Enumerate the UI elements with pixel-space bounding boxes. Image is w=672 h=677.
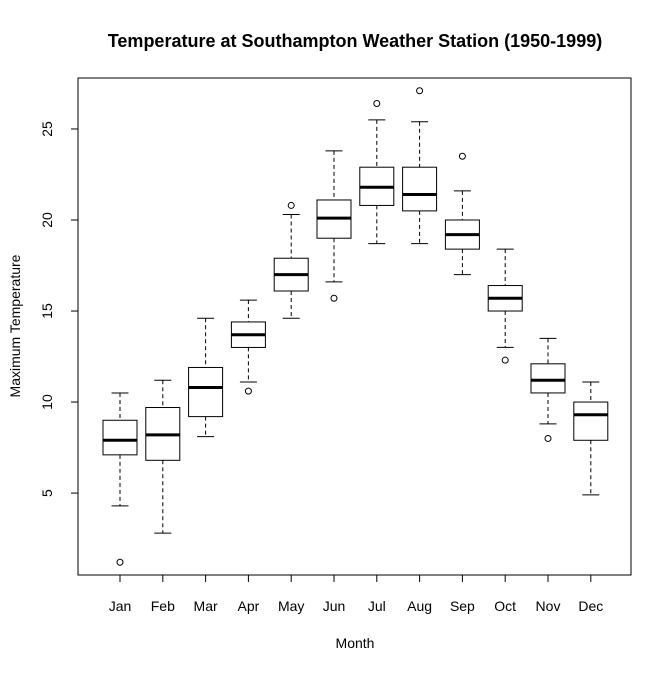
x-axis-label: Month [336,635,375,651]
chart-title: Temperature at Southampton Weather Stati… [108,31,602,51]
outlier-point [544,434,552,442]
box-mar [188,317,224,438]
box-oct [487,248,523,364]
x-tick-label: Sep [450,598,475,614]
x-tick-label: Dec [578,598,603,614]
iqr-box [188,366,224,418]
x-tick-label: Jul [368,598,386,614]
box-jul [359,99,395,245]
y-tick-label: 20 [39,212,55,228]
iqr-box [573,401,609,441]
x-tick-label: Apr [238,598,260,614]
outlier-point [416,87,424,95]
outlier-point [287,201,295,209]
outlier-point [501,356,509,364]
iqr-box [402,166,438,212]
box-feb [145,379,181,534]
x-axis: Jan Feb Mar Apr May Jun Jul Aug Sep Oct Nov Dec [109,574,603,614]
x-tick-label: Nov [536,598,561,614]
box-jun [316,150,352,302]
y-tick-label: 5 [39,489,55,497]
y-axis-label: Maximum Temperature [7,254,23,397]
box-may [273,201,309,319]
y-tick-label: 10 [39,394,55,410]
box-apr [230,299,266,395]
x-tick-label: Oct [494,598,516,614]
x-tick-label: Feb [151,598,175,614]
y-axis: 5 10 15 20 25 [39,121,79,497]
outlier-point [373,99,381,107]
y-tick-label: 15 [39,303,55,319]
outlier-point [330,294,338,302]
box-aug [402,87,438,245]
boxes-layer [102,87,609,566]
iqr-box [530,363,566,394]
outlier-point [458,152,466,160]
x-tick-label: Jan [109,598,132,614]
box-sep [444,152,480,276]
box-nov [530,337,566,442]
y-tick-label: 25 [39,121,55,137]
x-tick-label: May [278,598,304,614]
box-jan [102,392,138,566]
box-dec [573,381,609,496]
iqr-box [102,419,138,456]
x-tick-label: Jun [323,598,346,614]
outlier-point [244,387,252,395]
outlier-point [116,558,124,566]
x-tick-label: Mar [194,598,218,614]
x-tick-label: Aug [407,598,432,614]
